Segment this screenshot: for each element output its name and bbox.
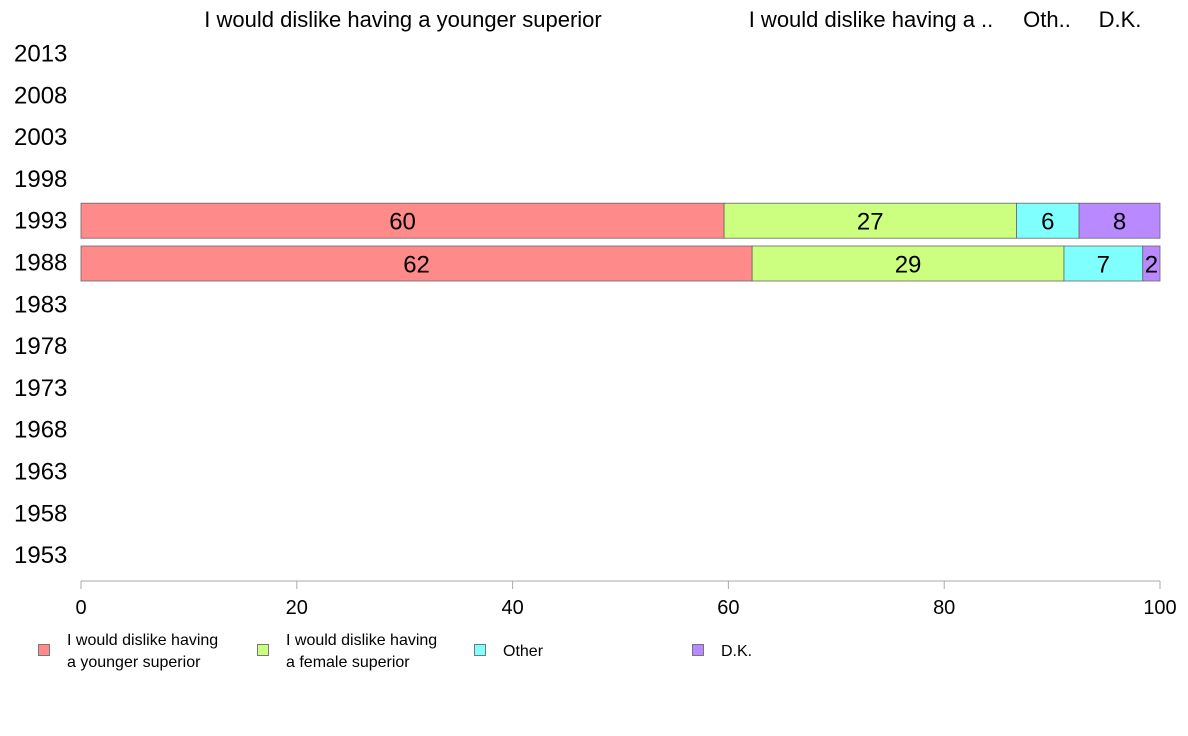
x-tick-label: 20 <box>286 597 308 619</box>
year-label: 2008 <box>14 82 67 109</box>
legend-item: D.K. <box>692 630 752 663</box>
bar-value-label: 2 <box>1145 252 1158 279</box>
bar-segment <box>723 202 1017 239</box>
x-tick-label: 80 <box>933 597 955 619</box>
legend-label: Other <box>503 643 544 660</box>
year-label: 2013 <box>14 41 67 68</box>
bar-value-label: 6 <box>1041 209 1054 236</box>
x-axis: 0 20 40 60 80 100 <box>75 580 1177 619</box>
year-label: 1958 <box>14 500 67 527</box>
year-label: 1963 <box>14 459 67 486</box>
legend-label: I would dislike having a female superior <box>286 632 438 671</box>
column-header: D.K. <box>1099 7 1142 32</box>
year-labels: 2013 2008 2003 1998 1993 1988 1983 1978 1973 1968… <box>14 41 67 570</box>
bar-value-label: 7 <box>1097 252 1110 279</box>
year-label: 1983 <box>14 291 67 318</box>
year-label: 2003 <box>14 124 67 151</box>
bar-segment <box>1078 202 1161 239</box>
legend-swatch <box>474 644 486 656</box>
x-tick-label: 60 <box>717 597 739 619</box>
bar-segment <box>80 202 725 239</box>
bar-value-label: 8 <box>1113 209 1126 236</box>
legend-swatch <box>38 644 50 656</box>
column-header: I would dislike having a .. <box>749 7 994 32</box>
bar-value-label: 60 <box>389 209 416 236</box>
column-header: I would dislike having a younger superio… <box>204 7 601 32</box>
bar-value-label: 29 <box>895 252 922 279</box>
legend-label: D.K. <box>721 643 753 660</box>
legend-swatch <box>257 644 269 656</box>
bar-value-label: 27 <box>857 209 884 236</box>
legend-label: I would dislike having a younger superio… <box>67 632 219 671</box>
bar-segment <box>1063 245 1144 282</box>
x-tick-label: 0 <box>75 597 86 619</box>
x-tick-label: 100 <box>1143 597 1176 619</box>
year-label: 1978 <box>14 333 67 360</box>
column-headers: I would dislike having a younger superio… <box>204 7 1141 32</box>
year-label: 1993 <box>14 208 67 235</box>
bar-value-label: 62 <box>403 252 430 279</box>
year-label: 1973 <box>14 375 67 402</box>
legend-item: I would dislike having a female superior <box>257 630 437 674</box>
legend-swatch <box>692 644 704 656</box>
year-label: 1998 <box>14 166 67 193</box>
bar-segment <box>1142 245 1161 282</box>
year-label: 1988 <box>14 250 67 277</box>
bar-segment <box>1016 202 1080 239</box>
legend-item: I would dislike having a younger superio… <box>38 630 218 674</box>
legend: I would dislike having a younger superio… <box>38 630 938 678</box>
column-header: Oth.. <box>1023 7 1071 32</box>
legend-item: Other <box>474 630 543 663</box>
bars: 60 27 6 8 62 29 7 2 <box>80 202 1161 282</box>
chart: I would dislike having a younger superio… <box>14 7 1177 619</box>
year-label: 1968 <box>14 417 67 444</box>
bar-segment <box>751 245 1065 282</box>
year-label: 1953 <box>14 542 67 569</box>
x-tick-label: 40 <box>501 597 523 619</box>
bar-segment <box>80 245 753 282</box>
